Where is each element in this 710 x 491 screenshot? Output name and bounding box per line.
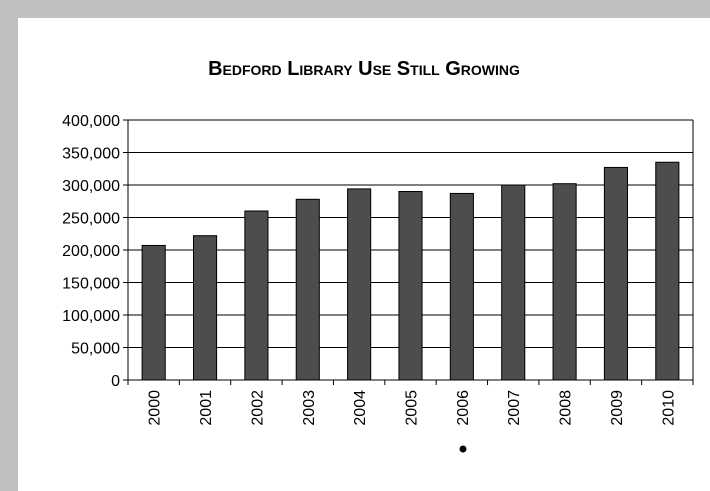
x-tick-label: 2008 — [558, 390, 575, 426]
x-tick-label: 2004 — [352, 390, 369, 426]
y-tick-label: 350,000 — [62, 146, 120, 163]
x-tick-label: 2010 — [660, 390, 677, 426]
x-tick-label: 2007 — [506, 390, 523, 426]
y-tick-label: 400,000 — [62, 113, 120, 130]
marker-dot — [459, 445, 467, 453]
bar — [398, 191, 423, 381]
bar — [192, 235, 218, 381]
bar — [295, 198, 320, 381]
x-tick-label: 2009 — [609, 390, 626, 426]
y-tick-label: 0 — [111, 373, 120, 390]
y-tick-label: 100,000 — [62, 308, 120, 325]
tick-labels: 0 50,000 100,000 150,000 200,000 250,000 300,0… — [62, 113, 677, 426]
x-tick-label: 2006 — [455, 390, 472, 426]
y-tick-label: 150,000 — [62, 276, 120, 293]
y-tick-label: 300,000 — [62, 178, 120, 195]
x-tick-label: 2000 — [147, 390, 164, 426]
bar — [655, 161, 680, 381]
x-tick-label: 2002 — [249, 390, 266, 426]
bar — [347, 188, 372, 381]
bar — [603, 166, 629, 381]
x-tick-label: 2005 — [404, 390, 421, 426]
bar — [552, 183, 577, 381]
bars — [141, 161, 680, 381]
axes — [123, 119, 694, 385]
bar — [449, 192, 474, 381]
bar — [244, 210, 269, 381]
x-tick-label: 2003 — [301, 390, 318, 426]
x-tick-label: 2001 — [198, 390, 215, 426]
y-tick-label: 200,000 — [62, 243, 120, 260]
bar — [501, 184, 526, 381]
bar — [141, 244, 166, 381]
chart-title: Bedford Library Use Still Growing — [208, 58, 520, 80]
y-tick-label: 250,000 — [62, 211, 120, 228]
y-tick-label: 50,000 — [71, 341, 120, 358]
